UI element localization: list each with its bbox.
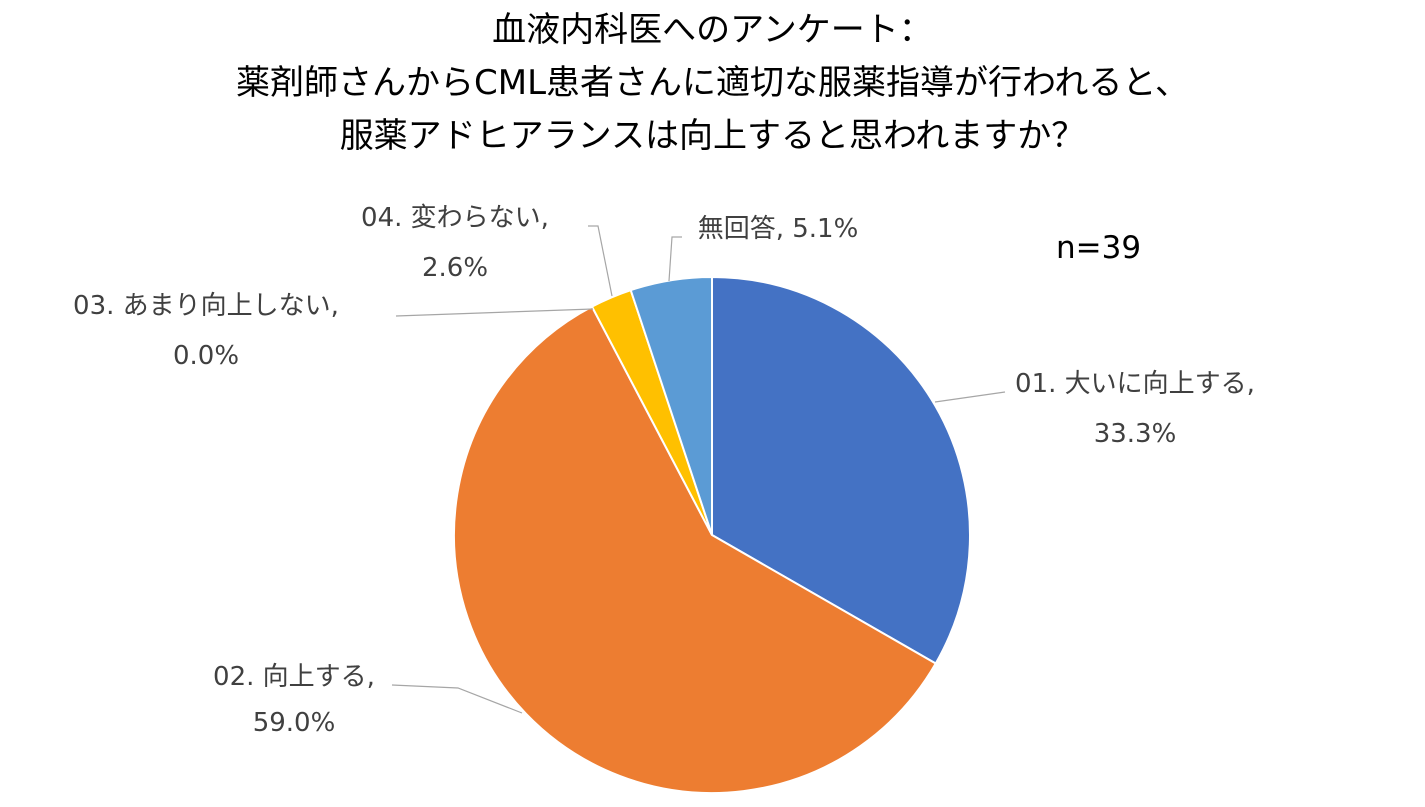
chart-title-line-1: 血液内科医へのアンケート： (492, 10, 933, 50)
data-label-category: 04. 変わらない, (361, 203, 549, 233)
leader-lines (391, 225, 1006, 714)
leader-line (668, 236, 682, 282)
leader-line (934, 391, 1006, 403)
chart-title-line-2: 薬剤師さんからCML患者さんに適切な服薬指導が行われると、 (236, 63, 1189, 103)
leader-line (395, 308, 594, 317)
pie-slice (629, 275, 713, 536)
data-labels: 01. 大いに向上する, 33.3% 02. 向上する, 59.0% 03. あまり向上… (73, 203, 1255, 738)
data-label-category: 03. あまり向上しない, (73, 291, 339, 321)
leader-line (391, 684, 523, 714)
data-label-value: 59.0% (253, 708, 336, 738)
chart-title: 血液内科医へのアンケート： 薬剤師さんからCML患者さんに適切な服薬指導が行われ… (0, 4, 1425, 163)
data-label-value: 33.3% (1094, 419, 1177, 449)
chart-title-line-3: 服薬アドヒアランスは向上すると思われますか？ (339, 116, 1086, 156)
data-label-value: 2.6% (422, 253, 488, 283)
pie-slice (453, 305, 938, 794)
data-label-category: 02. 向上する, (213, 662, 375, 692)
pie-slice (711, 275, 971, 665)
sample-size-label: n=39 (1056, 230, 1142, 266)
data-label-category: 無回答, 5.1% (698, 214, 859, 244)
data-label-value: 0.0% (173, 341, 239, 371)
data-label-category: 01. 大いに向上する, (1015, 369, 1255, 399)
leader-line (588, 225, 613, 297)
pie-slices (453, 275, 971, 794)
